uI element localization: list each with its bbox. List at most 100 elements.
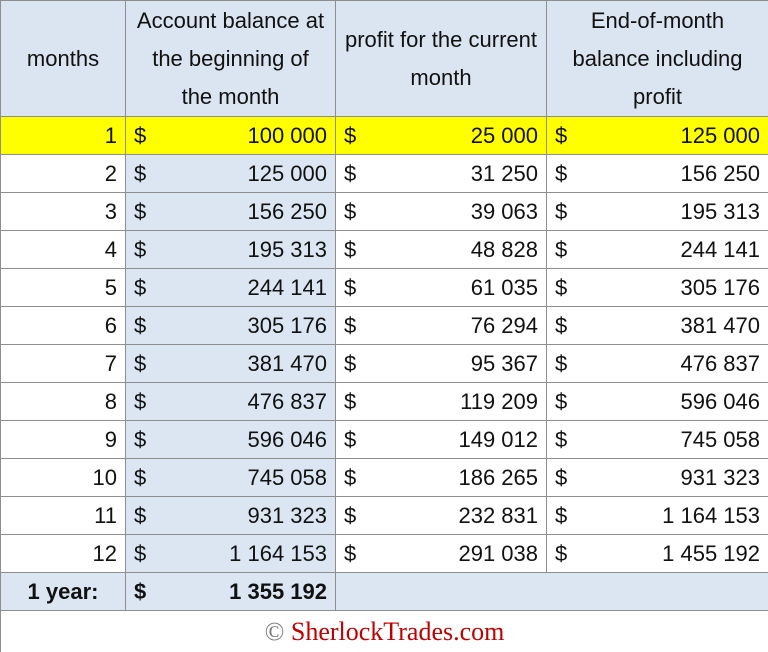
money: $1 164 153 (134, 541, 327, 567)
currency: $ (344, 274, 357, 300)
money: $596 046 (555, 389, 760, 415)
money-cell: $61 035 (335, 268, 547, 307)
month-cell: 5 (0, 268, 126, 307)
brand: SherlockTrades.com (290, 616, 505, 646)
money: $156 250 (134, 199, 327, 225)
currency: $ (555, 350, 568, 376)
money: $25 000 (344, 123, 538, 149)
month-cell: 11 (0, 496, 126, 535)
amount: 119 209 (460, 388, 538, 414)
amount: 381 470 (247, 350, 327, 376)
money-cell: $25 000 (335, 116, 547, 155)
money: $125 000 (555, 123, 760, 149)
money: $232 831 (344, 503, 538, 529)
currency: $ (555, 274, 568, 300)
currency: $ (134, 464, 147, 490)
amount: 125 000 (247, 160, 327, 186)
amount: 76 294 (470, 312, 538, 338)
amount: 149 012 (458, 426, 538, 452)
header-cell: profit for the current month (335, 0, 547, 117)
money: $381 470 (134, 351, 327, 377)
money-cell: $149 012 (335, 420, 547, 459)
money-cell: $745 058 (125, 458, 336, 497)
amount: 1 455 192 (662, 540, 760, 566)
currency: $ (555, 540, 568, 566)
currency: $ (134, 540, 147, 566)
money: $476 837 (134, 389, 327, 415)
money-cell: $95 367 (335, 344, 547, 383)
money-cell: $596 046 (125, 420, 336, 459)
money-cell: $476 837 (546, 344, 768, 383)
currency: $ (344, 236, 357, 262)
money-cell: $39 063 (335, 192, 547, 231)
month-cell: 9 (0, 420, 126, 459)
money-cell: $119 209 (335, 382, 547, 421)
money: $39 063 (344, 199, 538, 225)
money-cell: $244 141 (546, 230, 768, 269)
amount: 31 250 (470, 160, 538, 186)
currency: $ (555, 464, 568, 490)
amount: 125 000 (680, 122, 760, 148)
amount: 39 063 (470, 198, 538, 224)
money-cell: $48 828 (335, 230, 547, 269)
money: $149 012 (344, 427, 538, 453)
currency: $ (134, 578, 147, 604)
money: $305 176 (134, 313, 327, 339)
money-cell: $1 164 153 (546, 496, 768, 535)
money-cell: $244 141 (125, 268, 336, 307)
money: $596 046 (134, 427, 327, 453)
amount: 596 046 (680, 388, 760, 414)
amount: 381 470 (680, 312, 760, 338)
currency: $ (344, 464, 357, 490)
total-cell: $1 355 192 (125, 572, 336, 611)
data-row: 6 $305 176 $76 294 $381 470 (0, 306, 768, 345)
header-cell: End-of-month balance including profit (546, 0, 768, 117)
month-cell: 1 (0, 116, 126, 155)
copyright: © (264, 616, 285, 646)
currency: $ (134, 160, 147, 186)
month-cell: 4 (0, 230, 126, 269)
amount: 305 176 (247, 312, 327, 338)
money: $100 000 (134, 123, 327, 149)
money: $61 035 (344, 275, 538, 301)
month-cell: 8 (0, 382, 126, 421)
month-cell: 2 (0, 154, 126, 193)
money: $931 323 (555, 465, 760, 491)
amount: 232 831 (458, 502, 538, 528)
money-cell: $745 058 (546, 420, 768, 459)
table-body: 1 $100 000 $25 000 $125 000 2 $125 000 $31 250… (0, 116, 768, 573)
money: $1 455 192 (555, 541, 760, 567)
amount: 95 367 (470, 350, 538, 376)
data-row: 3 $156 250 $39 063 $195 313 (0, 192, 768, 231)
money-cell: $100 000 (125, 116, 336, 155)
currency: $ (134, 502, 147, 528)
currency: $ (344, 350, 357, 376)
money: $291 038 (344, 541, 538, 567)
currency: $ (344, 540, 357, 566)
money: $1 164 153 (555, 503, 760, 529)
money-cell: $305 176 (546, 268, 768, 307)
total-row: 1 year: $1 355 192 (0, 572, 768, 611)
data-row: 10 $745 058 $186 265 $931 323 (0, 458, 768, 497)
data-row: 5 $244 141 $61 035 $305 176 (0, 268, 768, 307)
footer: © SherlockTrades.com (0, 610, 768, 652)
amount: 186 265 (458, 464, 538, 490)
money-cell: $596 046 (546, 382, 768, 421)
money: $95 367 (344, 351, 538, 377)
currency: $ (134, 388, 147, 414)
month-cell: 7 (0, 344, 126, 383)
money-cell: $931 323 (125, 496, 336, 535)
money: $76 294 (344, 313, 538, 339)
currency: $ (344, 312, 357, 338)
money-cell: $76 294 (335, 306, 547, 345)
money: $119 209 (344, 389, 538, 415)
amount: 195 313 (680, 198, 760, 224)
header-row: months Account balance at the beginning … (0, 0, 768, 117)
money: $156 250 (555, 161, 760, 187)
money-cell: $931 323 (546, 458, 768, 497)
money: $195 313 (134, 237, 327, 263)
header-cell: Account balance at the beginning of the … (125, 0, 336, 117)
money: $1 355 192 (134, 579, 327, 605)
currency: $ (344, 502, 357, 528)
